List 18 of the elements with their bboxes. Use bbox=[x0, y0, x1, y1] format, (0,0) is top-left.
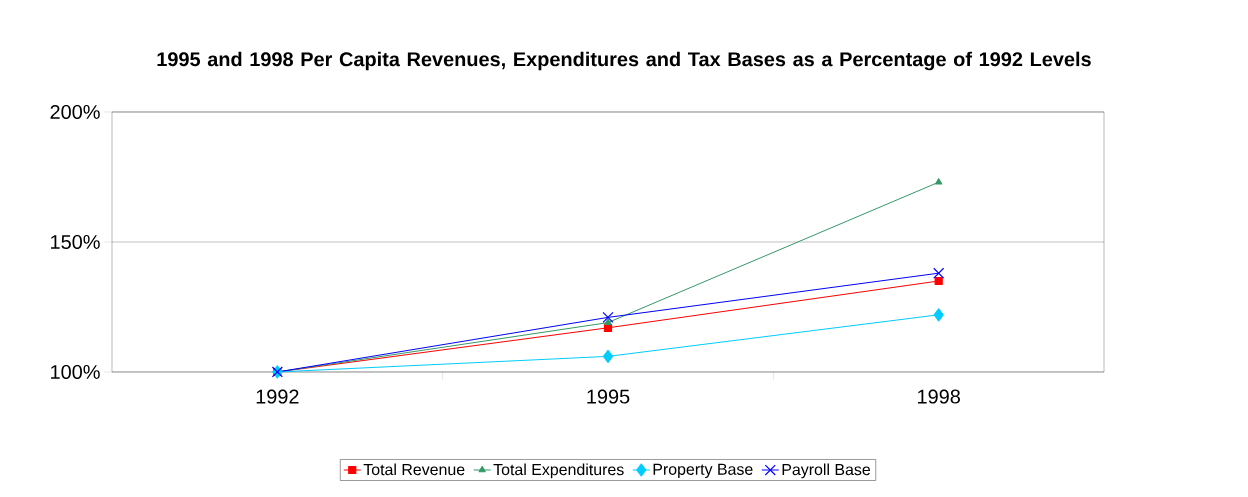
legend-label: Payroll Base bbox=[782, 463, 871, 479]
point bbox=[935, 178, 943, 185]
point bbox=[602, 311, 614, 323]
point bbox=[933, 267, 945, 279]
chart-title: 1995 and 1998 Per Capita Revenues, Expenditures and Tax Bases as a Percentage of 1992 Levels bbox=[157, 51, 1091, 71]
y-tick-label: 100% bbox=[51, 364, 100, 380]
point bbox=[933, 308, 944, 322]
y-tick-label: 200% bbox=[50, 104, 100, 120]
y-tick-label: 150% bbox=[51, 234, 100, 250]
x-tick-label: 1998 bbox=[918, 389, 960, 404]
point bbox=[934, 276, 943, 286]
point bbox=[604, 318, 612, 325]
x-tick-label: 1995 bbox=[587, 389, 630, 404]
point bbox=[602, 349, 614, 363]
x-tick-label: 1992 bbox=[256, 389, 299, 404]
legend-label: Total Expenditures bbox=[493, 463, 624, 479]
legend-label: Property Base bbox=[653, 463, 753, 479]
legend-label: Total Revenue bbox=[363, 463, 465, 476]
